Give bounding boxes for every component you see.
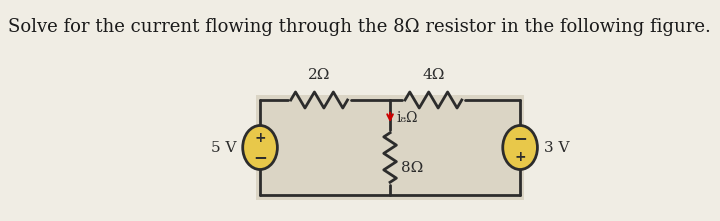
Text: +: + [254, 131, 266, 145]
Text: +: + [514, 151, 526, 164]
Text: 5 V: 5 V [211, 141, 236, 154]
Text: 4Ω: 4Ω [422, 68, 444, 82]
Text: 2Ω: 2Ω [308, 68, 330, 82]
FancyBboxPatch shape [256, 95, 524, 200]
Text: 8Ω: 8Ω [401, 160, 423, 175]
Circle shape [243, 126, 277, 170]
Text: −: − [253, 148, 267, 166]
Text: i₈Ω: i₈Ω [397, 110, 418, 124]
Text: 3 V: 3 V [544, 141, 570, 154]
Circle shape [503, 126, 537, 170]
Text: Solve for the current flowing through the 8Ω resistor in the following figure.: Solve for the current flowing through th… [8, 18, 711, 36]
Text: −: − [513, 129, 527, 147]
